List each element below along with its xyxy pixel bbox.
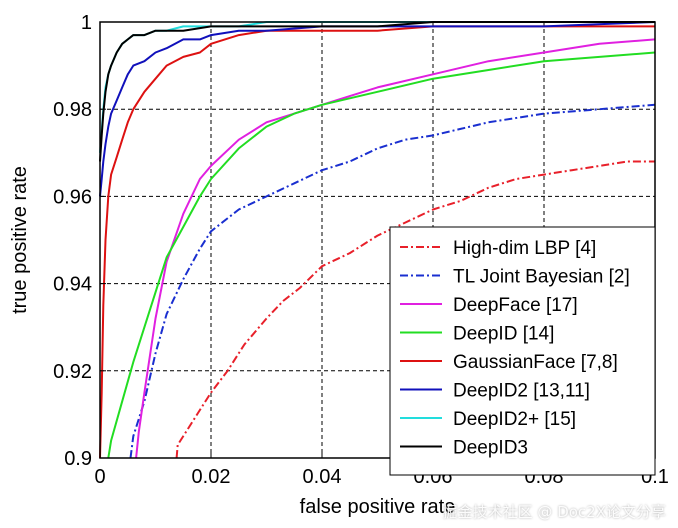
legend-box [389, 226, 656, 476]
x-axis-label: false positive rate [300, 496, 456, 518]
series-line [107, 51, 656, 459]
y-tick-label: 0.96 [53, 186, 92, 208]
y-tick-label: 0.94 [53, 274, 92, 296]
y-tick-label: 0.9 [64, 448, 92, 470]
x-tick-label: 0.02 [192, 466, 231, 488]
legend: High-dim LBP [4] TL Joint Bayesian [2] Dee… [389, 226, 656, 476]
legend-label: TL Joint Bayesian [2] [453, 267, 630, 288]
y-tick-label: 0.98 [53, 99, 92, 121]
y-tick-label: 0.92 [53, 361, 92, 383]
y-tick-label: 1 [81, 12, 92, 34]
legend-label: DeepFace [17] [453, 295, 578, 316]
watermark: 掘金技术社区 @ Doc2X论文分享 [442, 503, 666, 521]
x-tick-label: 0.04 [303, 466, 342, 488]
legend-label: DeepID3 [453, 438, 528, 459]
x-tick-label: 0 [94, 466, 105, 488]
legend-label: DeepID2+ [15] [453, 409, 576, 430]
y-axis-label: true positive rate [9, 166, 31, 314]
series-line [129, 103, 656, 459]
series-line [135, 38, 656, 459]
legend-label: GaussianFace [7,8] [453, 352, 618, 373]
legend-label: DeepID2 [13,11] [453, 381, 590, 402]
series-line [175, 160, 655, 459]
legend-label: High-dim LBP [4] [453, 238, 596, 259]
series-line [99, 25, 655, 459]
legend-label: DeepID [14] [453, 324, 554, 345]
series-line [99, 21, 655, 162]
plot-series [99, 21, 656, 459]
